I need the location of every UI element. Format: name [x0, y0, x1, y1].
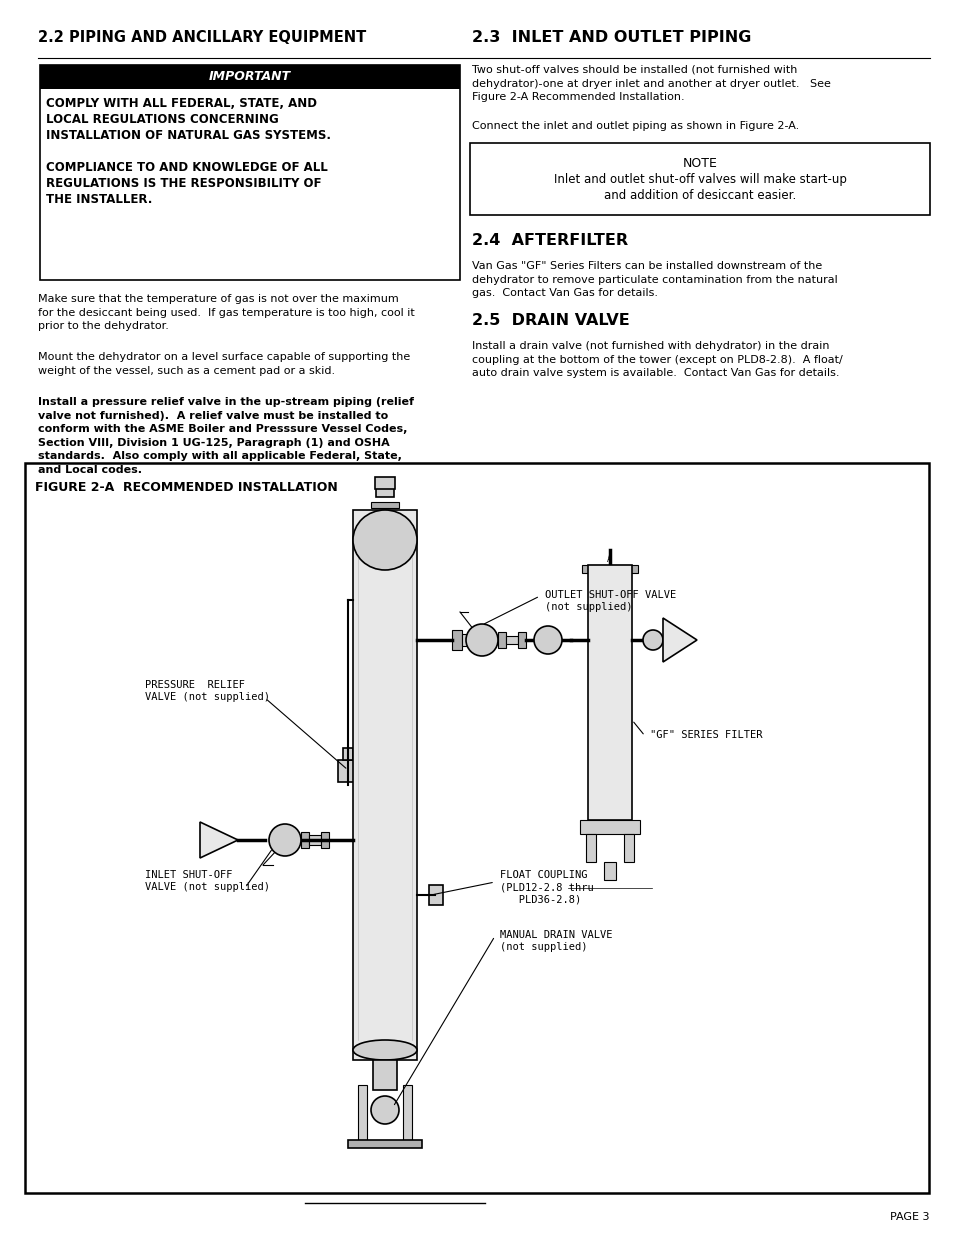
Bar [517, 632, 525, 648]
Text: Mount the dehydrator on a level surface capable of supporting the
weight of the : Mount the dehydrator on a level surface … [38, 352, 410, 375]
Text: FLOAT COUPLING: FLOAT COUPLING [499, 869, 587, 881]
Bar [25, 463, 928, 1193]
Bar [581, 564, 638, 573]
Text: COMPLY WITH ALL FEDERAL, STATE, AND: COMPLY WITH ALL FEDERAL, STATE, AND [46, 98, 316, 110]
Text: REGULATIONS IS THE RESPONSIBILITY OF: REGULATIONS IS THE RESPONSIBILITY OF [46, 177, 321, 190]
Text: 2.5  DRAIN VALVE: 2.5 DRAIN VALVE [472, 312, 629, 329]
Text: PLD36-2.8): PLD36-2.8) [499, 894, 580, 904]
Text: 2.2 PIPING AND ANCILLARY EQUIPMENT: 2.2 PIPING AND ANCILLARY EQUIPMENT [38, 30, 366, 44]
Bar [505, 636, 517, 643]
Polygon shape [662, 618, 697, 662]
Text: (not supplied): (not supplied) [499, 942, 587, 952]
Text: NOTE: NOTE [681, 157, 717, 170]
Text: A: A [606, 555, 612, 564]
Ellipse shape [642, 630, 662, 650]
Bar [579, 820, 639, 834]
Text: Two shut-off valves should be installed (not furnished with
dehydrator)-one at d: Two shut-off valves should be installed … [472, 65, 830, 103]
Bar [585, 834, 596, 862]
Bar [309, 835, 320, 845]
Bar [40, 65, 459, 280]
Text: 2.3  INLET AND OUTLET PIPING: 2.3 INLET AND OUTLET PIPING [472, 30, 751, 44]
Bar [337, 760, 357, 782]
Text: Inlet and outlet shut-off valves will make start-up: Inlet and outlet shut-off valves will ma… [553, 173, 845, 186]
Bar [461, 634, 468, 646]
Bar [497, 632, 505, 648]
Text: PAGE 3: PAGE 3 [889, 1212, 929, 1221]
Bar [357, 1086, 367, 1140]
Bar [348, 1140, 421, 1149]
Bar [603, 862, 616, 881]
Text: FIGURE 2-A  RECOMMENDED INSTALLATION: FIGURE 2-A RECOMMENDED INSTALLATION [35, 480, 337, 494]
Bar [353, 510, 416, 1060]
Text: INSTALLATION OF NATURAL GAS SYSTEMS.: INSTALLATION OF NATURAL GAS SYSTEMS. [46, 128, 331, 142]
Ellipse shape [353, 1040, 416, 1060]
Text: (PLD12-2.8 thru: (PLD12-2.8 thru [499, 882, 593, 892]
Bar [40, 65, 459, 89]
Bar [301, 832, 309, 848]
Text: VALVE (not supplied): VALVE (not supplied) [145, 882, 270, 892]
Polygon shape [200, 823, 237, 858]
Text: MANUAL DRAIN VALVE: MANUAL DRAIN VALVE [499, 930, 612, 940]
Text: (not supplied): (not supplied) [544, 601, 632, 613]
Text: INLET SHUT-OFF: INLET SHUT-OFF [145, 869, 233, 881]
Text: Make sure that the temperature of gas is not over the maximum
for the desiccant : Make sure that the temperature of gas is… [38, 294, 415, 331]
Bar [375, 479, 394, 496]
Text: PRESSURE  RELIEF: PRESSURE RELIEF [145, 680, 245, 690]
Text: THE INSTALLER.: THE INSTALLER. [46, 193, 152, 206]
Bar [470, 143, 929, 215]
Text: Connect the inlet and outlet piping as shown in Figure 2-A.: Connect the inlet and outlet piping as s… [472, 121, 799, 131]
Text: and addition of desiccant easier.: and addition of desiccant easier. [603, 189, 796, 203]
Text: Install a pressure relief valve in the up-stream piping (relief
valve not furnis: Install a pressure relief valve in the u… [38, 396, 414, 475]
Bar [402, 1086, 412, 1140]
Bar [371, 501, 398, 508]
Bar [452, 630, 461, 650]
Bar [587, 564, 631, 820]
Bar [320, 832, 329, 848]
Text: LOCAL REGULATIONS CONCERNING: LOCAL REGULATIONS CONCERNING [46, 112, 278, 126]
Ellipse shape [353, 510, 416, 571]
Text: VALVE (not supplied): VALVE (not supplied) [145, 692, 270, 701]
Bar [375, 477, 395, 489]
Bar [343, 748, 353, 760]
Ellipse shape [534, 626, 561, 655]
Text: Install a drain valve (not furnished with dehydrator) in the drain
coupling at t: Install a drain valve (not furnished wit… [472, 341, 841, 378]
Bar [373, 1060, 396, 1091]
Ellipse shape [465, 624, 497, 656]
Bar [429, 885, 442, 905]
Text: 2.4  AFTERFILTER: 2.4 AFTERFILTER [472, 233, 627, 248]
Text: OUTLET SHUT-OFF VALVE: OUTLET SHUT-OFF VALVE [544, 590, 676, 600]
Ellipse shape [269, 824, 301, 856]
Text: Van Gas "GF" Series Filters can be installed downstream of the
dehydrator to rem: Van Gas "GF" Series Filters can be insta… [472, 261, 837, 298]
Text: IMPORTANT: IMPORTANT [209, 70, 291, 84]
Ellipse shape [371, 1095, 398, 1124]
Text: "GF" SERIES FILTER: "GF" SERIES FILTER [649, 730, 761, 740]
Bar [623, 834, 634, 862]
Text: COMPLIANCE TO AND KNOWLEDGE OF ALL: COMPLIANCE TO AND KNOWLEDGE OF ALL [46, 161, 328, 174]
